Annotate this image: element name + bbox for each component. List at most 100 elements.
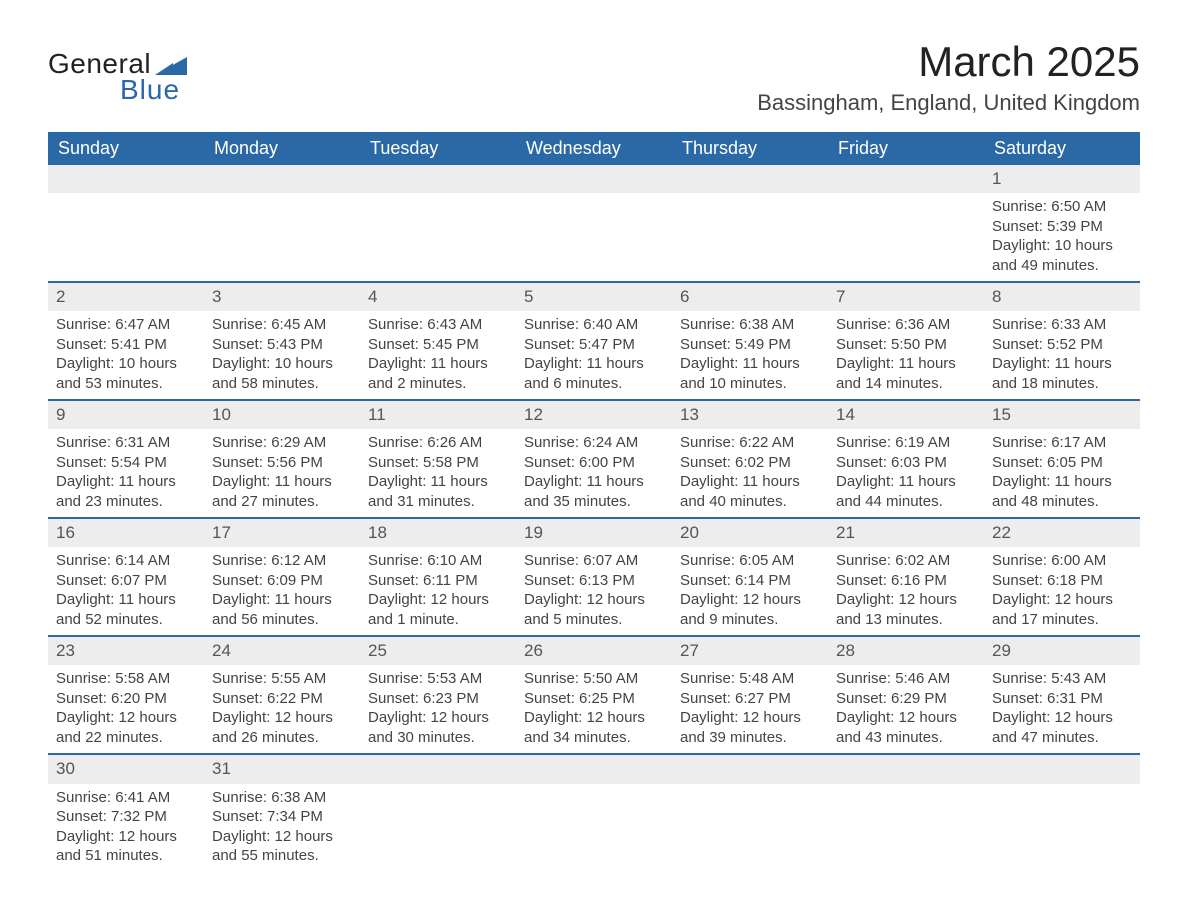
daylight-text: and 27 minutes. (212, 492, 352, 512)
day-number (672, 165, 828, 193)
calendar-day-cell: 3Sunrise: 6:45 AMSunset: 5:43 PMDaylight… (204, 282, 360, 400)
daylight-text: and 44 minutes. (836, 492, 976, 512)
day-details: Sunrise: 5:46 AMSunset: 6:29 PMDaylight:… (828, 665, 984, 753)
sunset-text: Sunset: 7:34 PM (212, 807, 352, 827)
calendar-day-cell: 12Sunrise: 6:24 AMSunset: 6:00 PMDayligh… (516, 400, 672, 518)
day-details: Sunrise: 6:19 AMSunset: 6:03 PMDaylight:… (828, 429, 984, 517)
weekday-header: Wednesday (516, 132, 672, 165)
sunrise-text: Sunrise: 6:43 AM (368, 315, 508, 335)
calendar-day-cell: 10Sunrise: 6:29 AMSunset: 5:56 PMDayligh… (204, 400, 360, 518)
weekday-header: Saturday (984, 132, 1140, 165)
day-details: Sunrise: 6:40 AMSunset: 5:47 PMDaylight:… (516, 311, 672, 399)
daylight-text: and 39 minutes. (680, 728, 820, 748)
day-details: Sunrise: 6:41 AMSunset: 7:32 PMDaylight:… (48, 784, 204, 872)
calendar-day-cell: 18Sunrise: 6:10 AMSunset: 6:11 PMDayligh… (360, 518, 516, 636)
day-number: 18 (360, 519, 516, 547)
day-number (828, 165, 984, 193)
sunrise-text: Sunrise: 6:41 AM (56, 788, 196, 808)
calendar-week-row: 9Sunrise: 6:31 AMSunset: 5:54 PMDaylight… (48, 400, 1140, 518)
day-details: Sunrise: 6:36 AMSunset: 5:50 PMDaylight:… (828, 311, 984, 399)
day-details (360, 784, 516, 814)
daylight-text: Daylight: 12 hours (836, 590, 976, 610)
calendar-week-row: 2Sunrise: 6:47 AMSunset: 5:41 PMDaylight… (48, 282, 1140, 400)
calendar-day-cell: 27Sunrise: 5:48 AMSunset: 6:27 PMDayligh… (672, 636, 828, 754)
daylight-text: Daylight: 12 hours (368, 590, 508, 610)
day-details: Sunrise: 6:33 AMSunset: 5:52 PMDaylight:… (984, 311, 1140, 399)
sunrise-text: Sunrise: 6:47 AM (56, 315, 196, 335)
sunset-text: Sunset: 6:14 PM (680, 571, 820, 591)
daylight-text: and 10 minutes. (680, 374, 820, 394)
sunrise-text: Sunrise: 5:48 AM (680, 669, 820, 689)
day-number: 24 (204, 637, 360, 665)
day-number: 15 (984, 401, 1140, 429)
sunset-text: Sunset: 5:56 PM (212, 453, 352, 473)
daylight-text: and 9 minutes. (680, 610, 820, 630)
calendar-day-cell: 19Sunrise: 6:07 AMSunset: 6:13 PMDayligh… (516, 518, 672, 636)
daylight-text: Daylight: 11 hours (524, 354, 664, 374)
sunrise-text: Sunrise: 6:50 AM (992, 197, 1132, 217)
daylight-text: Daylight: 11 hours (992, 472, 1132, 492)
day-details (360, 193, 516, 223)
day-details (204, 193, 360, 223)
daylight-text: and 49 minutes. (992, 256, 1132, 276)
calendar-week-row: 1Sunrise: 6:50 AMSunset: 5:39 PMDaylight… (48, 165, 1140, 282)
daylight-text: and 56 minutes. (212, 610, 352, 630)
sunset-text: Sunset: 6:16 PM (836, 571, 976, 591)
day-number (48, 165, 204, 193)
sunset-text: Sunset: 6:13 PM (524, 571, 664, 591)
sunset-text: Sunset: 6:27 PM (680, 689, 820, 709)
daylight-text: and 51 minutes. (56, 846, 196, 866)
sunrise-text: Sunrise: 6:07 AM (524, 551, 664, 571)
weekday-header: Thursday (672, 132, 828, 165)
daylight-text: Daylight: 10 hours (56, 354, 196, 374)
day-details: Sunrise: 5:55 AMSunset: 6:22 PMDaylight:… (204, 665, 360, 753)
daylight-text: Daylight: 11 hours (524, 472, 664, 492)
day-details: Sunrise: 5:53 AMSunset: 6:23 PMDaylight:… (360, 665, 516, 753)
daylight-text: and 23 minutes. (56, 492, 196, 512)
day-number (204, 165, 360, 193)
daylight-text: and 52 minutes. (56, 610, 196, 630)
sunrise-text: Sunrise: 6:05 AM (680, 551, 820, 571)
weekday-header: Tuesday (360, 132, 516, 165)
day-number (360, 165, 516, 193)
day-number: 29 (984, 637, 1140, 665)
sunrise-text: Sunrise: 6:14 AM (56, 551, 196, 571)
calendar-body: 1Sunrise: 6:50 AMSunset: 5:39 PMDaylight… (48, 165, 1140, 872)
weekday-header: Friday (828, 132, 984, 165)
day-details: Sunrise: 5:58 AMSunset: 6:20 PMDaylight:… (48, 665, 204, 753)
sunrise-text: Sunrise: 6:12 AM (212, 551, 352, 571)
sunset-text: Sunset: 6:23 PM (368, 689, 508, 709)
daylight-text: Daylight: 12 hours (212, 827, 352, 847)
daylight-text: and 43 minutes. (836, 728, 976, 748)
day-details: Sunrise: 6:26 AMSunset: 5:58 PMDaylight:… (360, 429, 516, 517)
calendar-day-cell: 5Sunrise: 6:40 AMSunset: 5:47 PMDaylight… (516, 282, 672, 400)
day-details: Sunrise: 6:38 AMSunset: 5:49 PMDaylight:… (672, 311, 828, 399)
sunset-text: Sunset: 5:43 PM (212, 335, 352, 355)
daylight-text: and 31 minutes. (368, 492, 508, 512)
sunrise-text: Sunrise: 6:33 AM (992, 315, 1132, 335)
daylight-text: Daylight: 12 hours (992, 590, 1132, 610)
day-number: 22 (984, 519, 1140, 547)
day-details: Sunrise: 6:02 AMSunset: 6:16 PMDaylight:… (828, 547, 984, 635)
daylight-text: Daylight: 12 hours (524, 590, 664, 610)
daylight-text: Daylight: 11 hours (56, 472, 196, 492)
day-number (516, 165, 672, 193)
day-number: 31 (204, 755, 360, 783)
day-number: 3 (204, 283, 360, 311)
page-title: March 2025 (757, 38, 1140, 86)
sunset-text: Sunset: 6:07 PM (56, 571, 196, 591)
day-details: Sunrise: 6:14 AMSunset: 6:07 PMDaylight:… (48, 547, 204, 635)
sunrise-text: Sunrise: 5:58 AM (56, 669, 196, 689)
sunrise-text: Sunrise: 6:22 AM (680, 433, 820, 453)
daylight-text: Daylight: 11 hours (680, 354, 820, 374)
day-details: Sunrise: 6:12 AMSunset: 6:09 PMDaylight:… (204, 547, 360, 635)
sunset-text: Sunset: 5:52 PM (992, 335, 1132, 355)
day-number (360, 755, 516, 783)
sunrise-text: Sunrise: 5:50 AM (524, 669, 664, 689)
sunset-text: Sunset: 6:02 PM (680, 453, 820, 473)
daylight-text: Daylight: 11 hours (368, 472, 508, 492)
day-number: 13 (672, 401, 828, 429)
calendar-empty-cell (828, 754, 984, 871)
calendar-week-row: 16Sunrise: 6:14 AMSunset: 6:07 PMDayligh… (48, 518, 1140, 636)
daylight-text: and 6 minutes. (524, 374, 664, 394)
